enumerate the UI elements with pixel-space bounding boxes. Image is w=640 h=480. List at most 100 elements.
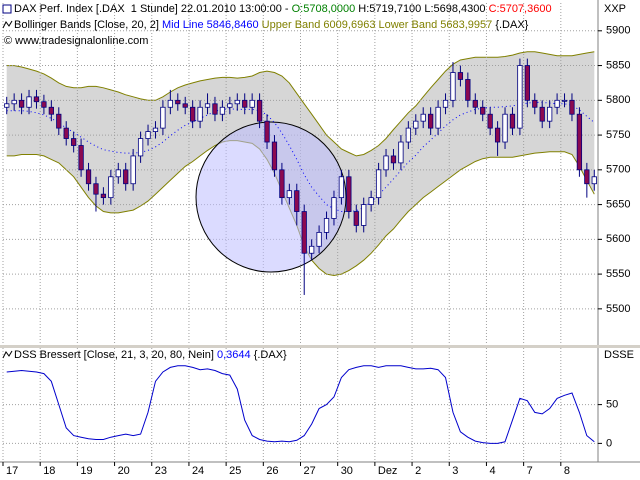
candle-body [405, 127, 411, 143]
candle-body [383, 155, 389, 171]
annotation-circle [195, 121, 347, 273]
candle-body [130, 155, 136, 185]
candle-body [63, 127, 69, 139]
candle-body [487, 113, 493, 129]
candle-body [390, 155, 397, 164]
candle-body [26, 96, 32, 108]
candle-body [78, 145, 84, 171]
candle-body [190, 106, 196, 122]
candle-body [41, 101, 47, 108]
axis-label: XXP [604, 3, 626, 15]
candle-body [197, 106, 203, 122]
title-part: {.DAX} [254, 349, 287, 361]
candle-body [85, 169, 92, 185]
candle-body [450, 72, 456, 101]
icon [2, 350, 13, 359]
candle-body [554, 99, 560, 108]
candle-body [256, 99, 263, 122]
x-tick-label: 18 [43, 465, 55, 477]
icon [2, 20, 13, 29]
candle-body [435, 106, 441, 129]
candle-body [494, 127, 501, 143]
subtitle-part: {.DAX} [495, 19, 528, 31]
candle-body [152, 127, 159, 132]
candle-body [331, 197, 337, 219]
chart-title: DSS Bressert [Close, 21, 3, 20, 80, Nein… [14, 349, 287, 361]
candle-body [123, 169, 129, 185]
candle-body [457, 72, 464, 80]
panel-divider [0, 345, 640, 348]
candle-body [428, 113, 434, 129]
y-tick-label: 5800 [606, 94, 630, 106]
candle-body [480, 106, 486, 115]
candle-body [219, 106, 226, 115]
subtitle-part: Mid Line 5846,8460 [162, 19, 262, 31]
candle-body [569, 99, 575, 115]
title-part: H:5719,7100 L:5698,4300 [358, 3, 488, 15]
x-tick-label: 23 [155, 465, 167, 477]
candle-body [264, 120, 270, 143]
candle-body [323, 218, 330, 233]
candle-body [361, 204, 367, 226]
x-tick-label: 24 [192, 465, 204, 477]
title-part: C:5707,3600 [489, 3, 552, 15]
candle-body [420, 113, 426, 122]
candle-body [338, 176, 345, 199]
x-tick-label: 8 [564, 465, 570, 477]
y-tick-label: 5550 [606, 268, 630, 280]
y-tick-label: 5700 [606, 164, 630, 176]
candle-body [547, 106, 553, 122]
candle-body [115, 169, 121, 178]
candle-body [234, 99, 240, 105]
candle-body [56, 113, 62, 129]
candle-body [145, 131, 151, 139]
x-tick-label: 20 [118, 465, 130, 477]
title-part: DAX Perf. Index [.DAX 1 Stunde] 22.01.20… [14, 3, 292, 15]
candle-body [242, 99, 248, 108]
candle-body [532, 99, 538, 108]
x-tick-label: 26 [266, 465, 278, 477]
axis-label: DSSE [604, 349, 634, 361]
candle-body [316, 231, 322, 247]
copyright: © www.tradesignalonline.com [4, 35, 148, 47]
x-tick-label: 4 [489, 465, 495, 477]
candle-body [71, 138, 77, 146]
candle-body [539, 106, 545, 122]
candle-body [442, 99, 449, 108]
subtitle-part: Upper Band 6009,6963 Lower Band 5683,995… [262, 19, 496, 31]
icon [2, 4, 12, 14]
y-tick-label: 0 [606, 437, 612, 449]
y-tick-label: 5500 [606, 303, 630, 315]
x-tick-label: 3 [452, 465, 458, 477]
candle-body [502, 113, 508, 143]
candle-body [509, 113, 516, 129]
candle-body [301, 211, 307, 254]
candle-body [465, 79, 471, 101]
candle-body [182, 103, 188, 108]
candle-body [286, 190, 292, 199]
candle-body [353, 211, 359, 226]
x-tick-label: 25 [229, 465, 241, 477]
candle-body [279, 169, 285, 199]
x-tick-label: 19 [80, 465, 92, 477]
y-tick-label: 5900 [606, 25, 630, 37]
y-tick-label: 5600 [606, 233, 630, 245]
candle-body [137, 138, 144, 157]
y-tick-label: 5650 [606, 198, 630, 210]
title-part: DSS Bressert [Close, 21, 3, 20, 80, Nein… [14, 349, 217, 361]
candle-body [398, 141, 404, 164]
x-tick-label: 27 [304, 465, 316, 477]
candle-body [375, 169, 382, 199]
marks-layer [4, 58, 597, 444]
subtitle: Bollinger Bands [Close, 20, 2] Mid Line … [14, 19, 529, 31]
candle-body [249, 99, 255, 108]
candle-body [271, 141, 278, 171]
candle-body [472, 99, 478, 108]
x-tick-label: 2 [415, 465, 421, 477]
candle-body [346, 176, 352, 212]
candle-body [227, 103, 233, 108]
chart-title: DAX Perf. Index [.DAX 1 Stunde] 22.01.20… [14, 3, 552, 15]
candle-body [576, 113, 583, 171]
candle-body [11, 99, 17, 105]
candle-body [212, 103, 218, 115]
